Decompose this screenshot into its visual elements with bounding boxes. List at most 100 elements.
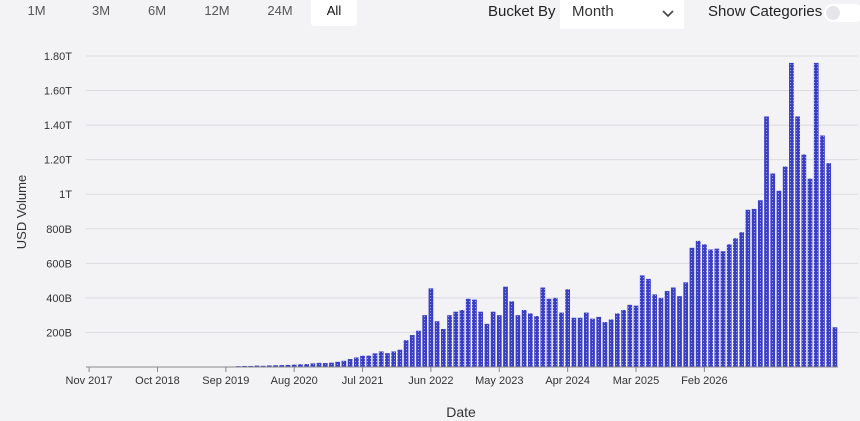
bar bbox=[496, 315, 502, 367]
bar bbox=[702, 244, 707, 367]
bar bbox=[540, 287, 546, 367]
bar bbox=[633, 305, 639, 367]
x-tick-label: Mar 2025 bbox=[613, 375, 659, 387]
bar bbox=[745, 209, 751, 367]
y-tick-label: 200B bbox=[46, 327, 72, 339]
x-tick-label: Jul 2021 bbox=[342, 375, 384, 387]
bar bbox=[615, 313, 620, 367]
bar bbox=[366, 355, 372, 367]
bar bbox=[565, 289, 571, 367]
bar bbox=[795, 116, 800, 367]
bar bbox=[770, 173, 776, 367]
range-tabs: 1M 3M 6M 12M 24M All bbox=[0, 0, 357, 26]
bar bbox=[683, 282, 689, 367]
bar bbox=[260, 365, 266, 367]
bar bbox=[360, 355, 365, 367]
bar bbox=[714, 248, 720, 367]
bar bbox=[422, 315, 428, 367]
range-tab-3m[interactable]: 3M bbox=[91, 3, 111, 18]
bar bbox=[385, 353, 390, 367]
range-tab-1m[interactable]: 1M bbox=[27, 3, 46, 18]
bar bbox=[726, 244, 732, 367]
bar bbox=[285, 364, 291, 367]
bar bbox=[453, 311, 459, 367]
x-tick-label: Feb 2026 bbox=[681, 375, 727, 387]
bar bbox=[440, 328, 446, 367]
range-tab-6m[interactable]: 6M bbox=[147, 3, 167, 18]
bar bbox=[397, 349, 403, 367]
bar bbox=[689, 247, 695, 367]
bar bbox=[372, 353, 378, 367]
bucket-by-select[interactable]: Month bbox=[560, 0, 684, 29]
bar bbox=[266, 365, 272, 367]
bar bbox=[708, 249, 713, 367]
bar bbox=[242, 365, 247, 367]
bar bbox=[813, 62, 819, 368]
x-axis-title: Date bbox=[446, 404, 476, 420]
bar bbox=[627, 304, 633, 367]
bar bbox=[416, 330, 421, 367]
y-tick-label: 1.80T bbox=[44, 51, 72, 63]
bar bbox=[658, 297, 664, 367]
bar bbox=[503, 286, 508, 367]
bar bbox=[304, 364, 309, 367]
bar bbox=[279, 365, 285, 367]
bar bbox=[652, 294, 658, 367]
y-tick-label: 400B bbox=[46, 293, 72, 305]
bar bbox=[484, 323, 490, 367]
bar bbox=[807, 178, 813, 367]
x-tick-label: Jun 2022 bbox=[408, 375, 453, 387]
bar bbox=[298, 364, 303, 367]
bar bbox=[695, 240, 701, 367]
bar bbox=[459, 309, 465, 367]
bar bbox=[670, 287, 676, 367]
bar bbox=[789, 62, 794, 368]
y-tick-label: 1.60T bbox=[44, 86, 72, 98]
bar bbox=[639, 275, 645, 367]
bar bbox=[590, 318, 595, 367]
toggle-knob bbox=[826, 6, 840, 20]
bar bbox=[559, 312, 564, 367]
x-tick-label: Nov 2017 bbox=[66, 375, 113, 387]
bar bbox=[820, 135, 825, 367]
bar bbox=[291, 364, 297, 367]
bar bbox=[403, 340, 409, 367]
y-tick-label: 1.20T bbox=[44, 155, 72, 167]
y-tick-label: 600B bbox=[46, 258, 72, 270]
bar bbox=[751, 208, 757, 367]
range-tab-all[interactable]: All bbox=[311, 0, 357, 26]
bar bbox=[577, 317, 583, 367]
bar bbox=[472, 299, 477, 367]
bar bbox=[335, 361, 341, 367]
bar bbox=[826, 163, 832, 367]
show-categories-toggle[interactable] bbox=[824, 4, 860, 22]
bar bbox=[341, 360, 347, 367]
bar bbox=[677, 296, 682, 367]
x-tick-label: Apr 2024 bbox=[545, 375, 590, 387]
bar bbox=[434, 321, 440, 367]
range-tab-24m[interactable]: 24M bbox=[267, 3, 293, 18]
bar bbox=[552, 297, 558, 367]
bar bbox=[322, 363, 328, 367]
chevron-down-icon bbox=[662, 10, 674, 18]
bar bbox=[832, 327, 838, 367]
bar bbox=[528, 313, 533, 367]
bar bbox=[571, 317, 577, 367]
bar bbox=[509, 301, 515, 367]
bar bbox=[764, 116, 769, 367]
y-tick-label: 1T bbox=[59, 189, 72, 201]
bar bbox=[757, 200, 763, 367]
bar bbox=[347, 359, 353, 367]
bar bbox=[310, 363, 316, 367]
bar bbox=[583, 312, 589, 367]
bar bbox=[720, 251, 726, 367]
bar bbox=[739, 232, 745, 367]
bar bbox=[378, 351, 384, 367]
x-tick-label: Aug 2020 bbox=[271, 375, 318, 387]
bar bbox=[447, 315, 452, 367]
bar bbox=[353, 357, 359, 367]
bar bbox=[391, 351, 396, 367]
bar bbox=[608, 319, 614, 367]
range-tab-12m[interactable]: 12M bbox=[204, 3, 230, 18]
